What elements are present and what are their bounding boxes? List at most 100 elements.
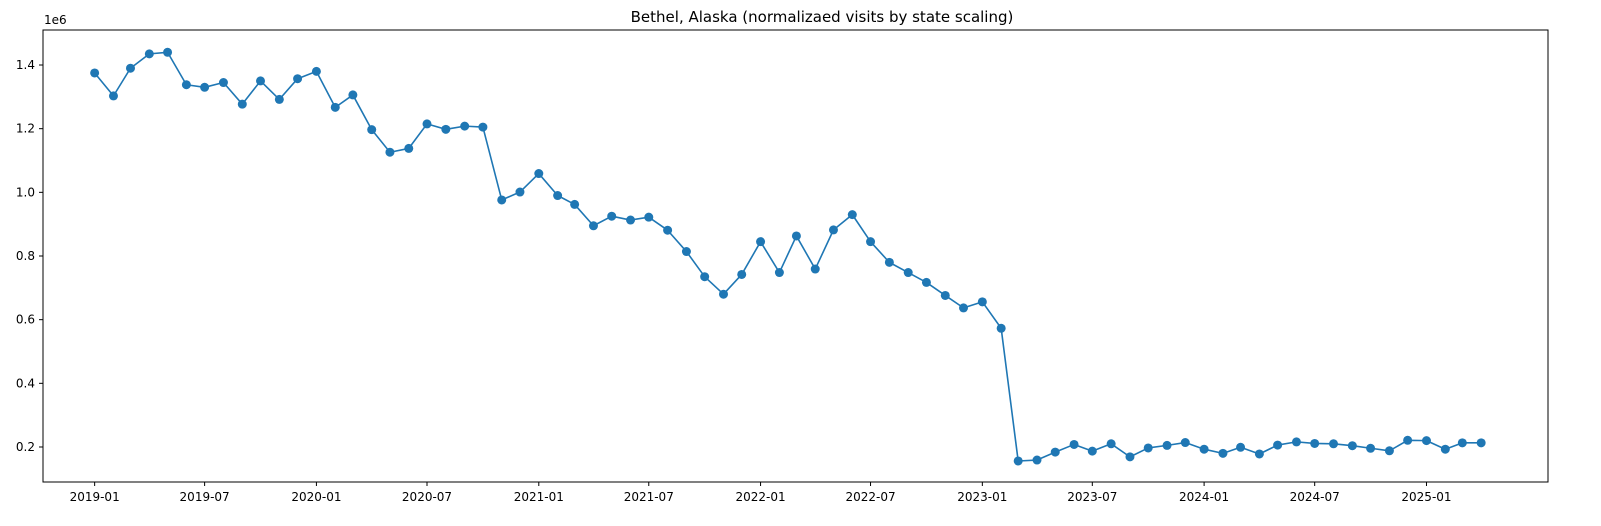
data-point bbox=[1087, 446, 1097, 456]
data-point bbox=[330, 102, 340, 112]
data-point bbox=[553, 191, 563, 201]
data-point bbox=[996, 323, 1006, 333]
data-point bbox=[921, 277, 931, 287]
data-point bbox=[903, 268, 913, 278]
y-axis: 0.2 0.4 0.6 0.8 1.0 1.2 1.4 bbox=[16, 58, 43, 454]
x-tick-label: 2025-01 bbox=[1401, 490, 1451, 504]
data-point bbox=[940, 290, 950, 300]
y-tick-label: 0.4 bbox=[16, 376, 35, 390]
data-point bbox=[1291, 437, 1301, 447]
data-point bbox=[866, 237, 876, 247]
data-point bbox=[1457, 438, 1467, 448]
data-point bbox=[810, 264, 820, 274]
data-point bbox=[774, 268, 784, 278]
data-point bbox=[144, 49, 154, 59]
data-point bbox=[404, 143, 414, 153]
plot-area-frame bbox=[42, 29, 1549, 483]
data-point bbox=[1069, 439, 1079, 449]
series-line bbox=[94, 51, 1482, 462]
data-point bbox=[125, 63, 135, 73]
data-point bbox=[1199, 444, 1209, 454]
y-tick-label: 0.8 bbox=[16, 249, 35, 263]
data-point bbox=[90, 68, 100, 78]
data-point bbox=[460, 121, 470, 131]
x-tick-label: 2019-01 bbox=[70, 490, 120, 504]
data-point bbox=[1310, 438, 1320, 448]
data-point bbox=[237, 99, 247, 109]
data-point bbox=[1180, 438, 1190, 448]
data-point bbox=[1106, 439, 1116, 449]
data-point bbox=[478, 122, 488, 132]
y-tick-label: 0.2 bbox=[16, 440, 35, 454]
data-point bbox=[1273, 440, 1283, 450]
x-tick-label: 2022-01 bbox=[735, 490, 785, 504]
x-tick-label: 2022-07 bbox=[845, 490, 895, 504]
data-point bbox=[515, 187, 525, 197]
y-tick-label: 1.4 bbox=[16, 58, 35, 72]
x-tick-label: 2023-01 bbox=[957, 490, 1007, 504]
data-point bbox=[977, 297, 987, 307]
data-point bbox=[497, 195, 507, 205]
data-point bbox=[1440, 444, 1450, 454]
data-point bbox=[681, 247, 691, 257]
x-tick-label: 2023-07 bbox=[1067, 490, 1117, 504]
data-point bbox=[719, 289, 729, 299]
data-point bbox=[293, 74, 303, 84]
data-point bbox=[534, 169, 544, 179]
x-tick-label: 2021-07 bbox=[624, 490, 674, 504]
data-point bbox=[181, 80, 191, 90]
data-point bbox=[256, 76, 266, 86]
data-point bbox=[1329, 439, 1339, 449]
data-point bbox=[1366, 443, 1376, 453]
data-point bbox=[737, 269, 747, 279]
chart-title: Bethel, Alaska (normalizaed visits by st… bbox=[631, 8, 1014, 26]
x-tick-label: 2021-01 bbox=[514, 490, 564, 504]
data-point bbox=[958, 303, 968, 313]
data-point bbox=[1032, 455, 1042, 465]
data-point bbox=[385, 147, 395, 157]
data-point bbox=[1236, 442, 1246, 452]
data-point bbox=[588, 221, 598, 231]
data-point bbox=[1384, 446, 1394, 456]
data-point bbox=[163, 47, 173, 57]
data-point bbox=[700, 272, 710, 282]
data-point bbox=[847, 210, 857, 220]
data-point bbox=[828, 225, 838, 235]
y-tick-label: 1.2 bbox=[16, 122, 35, 136]
x-tick-label: 2024-07 bbox=[1290, 490, 1340, 504]
data-point bbox=[1476, 438, 1486, 448]
data-point bbox=[884, 257, 894, 267]
x-tick-label: 2024-01 bbox=[1179, 490, 1229, 504]
data-point bbox=[1050, 447, 1060, 457]
data-point bbox=[663, 225, 673, 235]
data-point bbox=[1403, 435, 1413, 445]
data-point bbox=[367, 125, 377, 135]
data-point bbox=[1162, 440, 1172, 450]
data-point bbox=[1421, 436, 1431, 446]
data-point bbox=[1013, 456, 1023, 466]
x-tick-label: 2020-07 bbox=[402, 490, 452, 504]
data-point bbox=[441, 124, 451, 134]
data-point bbox=[422, 119, 432, 129]
data-point bbox=[218, 78, 228, 88]
data-point bbox=[607, 211, 617, 221]
data-point bbox=[756, 237, 766, 247]
data-point bbox=[348, 90, 358, 100]
data-point bbox=[108, 91, 118, 101]
data-point bbox=[791, 231, 801, 241]
data-point bbox=[1347, 441, 1357, 451]
y-tick-label: 1.0 bbox=[16, 185, 35, 199]
series-layer bbox=[90, 47, 1486, 466]
data-point bbox=[1143, 443, 1153, 453]
data-point bbox=[1218, 448, 1228, 458]
x-tick-label: 2020-01 bbox=[291, 490, 341, 504]
data-point bbox=[1125, 452, 1135, 462]
x-tick-label: 2019-07 bbox=[180, 490, 230, 504]
y-tick-label: 0.6 bbox=[16, 313, 35, 327]
data-point bbox=[274, 94, 284, 104]
x-axis: 2019-01 2019-07 2020-01 2020-07 2021-01 2021-… bbox=[70, 482, 1452, 504]
data-point bbox=[200, 82, 210, 92]
data-point bbox=[626, 215, 636, 225]
data-point bbox=[644, 212, 654, 222]
